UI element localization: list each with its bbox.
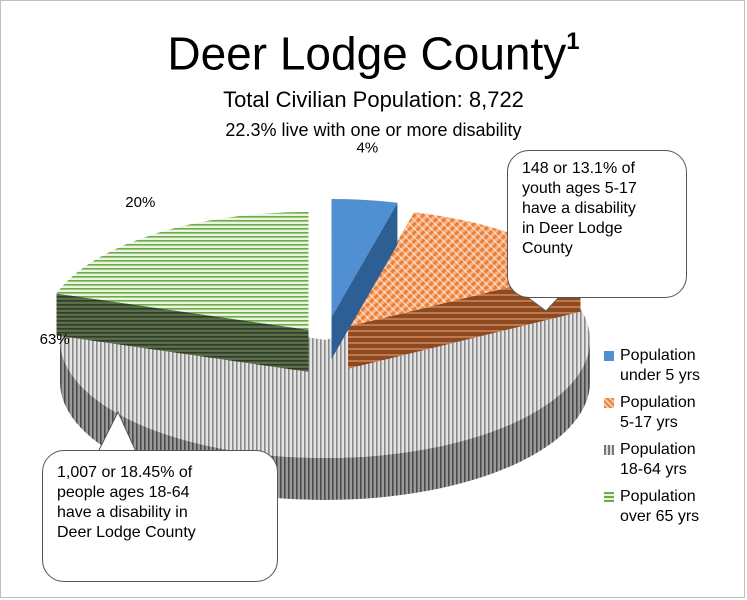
slice-over-65: [56, 211, 309, 372]
callout-adult-line: people ages 18-64: [57, 484, 190, 501]
legend-item-18-64: Population 18-64 yrs: [604, 440, 744, 480]
legend-label: Population 18-64 yrs: [620, 441, 696, 478]
pct-label: 20%: [125, 194, 155, 211]
legend-swatch: [604, 445, 614, 455]
legend-swatch: [604, 492, 614, 502]
slice-wall: [56, 293, 309, 372]
legend-label: Population over 65 yrs: [620, 488, 700, 525]
title-footnote: 1: [566, 28, 580, 55]
legend-swatch: [604, 351, 614, 361]
slice-top: [56, 211, 309, 330]
callout-youth-line: 148 or 13.1% of: [522, 160, 635, 177]
chart-subtitle: Total Civilian Population: 8,722: [223, 87, 524, 112]
callout-youth-line: youth ages 5-17: [522, 180, 637, 197]
callout-adult-line: Deer Lodge County: [57, 524, 196, 541]
legend-item-5-17: Population 5-17 yrs: [604, 393, 744, 433]
pct-label: 4%: [357, 140, 379, 157]
legend-label: Population under 5 yrs: [620, 347, 701, 384]
callout-adult-line: have a disability in: [57, 504, 188, 521]
chart-subtitle-secondary: 22.3% live with one or more disability: [225, 120, 522, 140]
callout-adult-disability: 1,007 or 18.45% of people ages 18-64 hav…: [42, 450, 278, 582]
pct-label: 63%: [40, 331, 70, 348]
legend-label: Population 5-17 yrs: [620, 394, 696, 431]
chart-legend: Population under 5 yrs Population 5-17 yrs…: [604, 346, 744, 534]
callout-youth-line: County: [522, 240, 573, 257]
slice-top: [331, 199, 398, 318]
slice-under-5: [331, 199, 398, 360]
legend-swatch: [604, 398, 614, 408]
chart-title: Deer Lodge County1: [167, 27, 580, 80]
callout-youth-disability: 148 or 13.1% of youth ages 5-17 have a d…: [507, 150, 687, 298]
legend-item-under-5: Population under 5 yrs: [604, 346, 744, 386]
callout-adult-line: 1,007 or 18.45% of: [57, 464, 193, 481]
callout-youth-line: have a disability: [522, 200, 636, 217]
callout-youth-line: in Deer Lodge: [522, 220, 623, 237]
slice-wall: [331, 202, 398, 360]
legend-item-over-65: Population over 65 yrs: [604, 487, 744, 527]
